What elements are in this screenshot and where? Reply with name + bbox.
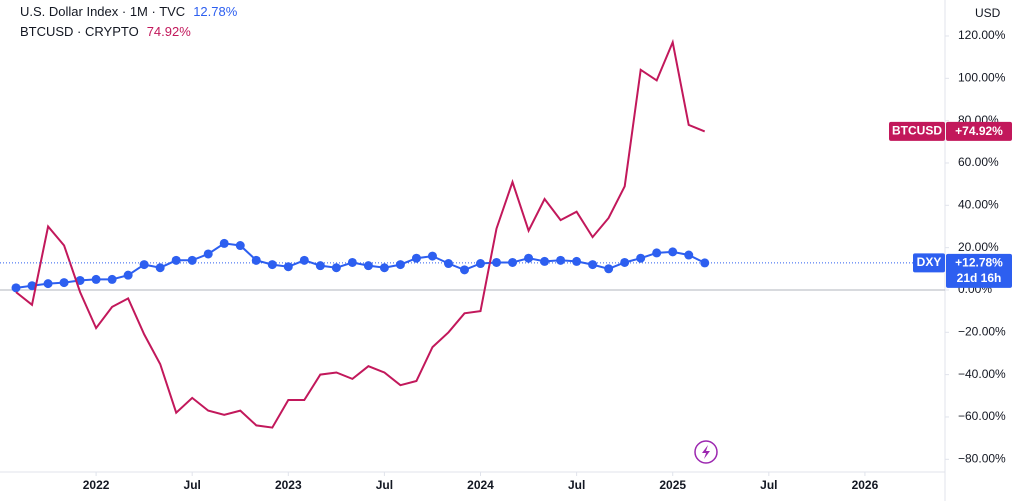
legend-name[interactable]: BTCUSD · CRYPTO xyxy=(20,24,139,39)
series-marker xyxy=(43,279,53,289)
legend-value: 74.92% xyxy=(147,24,192,39)
series-marker xyxy=(540,256,550,266)
series-line xyxy=(15,242,706,289)
tag-value: +74.92% xyxy=(955,124,1003,138)
legend-name[interactable]: U.S. Dollar Index · 1M · TVC xyxy=(20,4,185,19)
series-marker xyxy=(443,259,453,269)
series-marker xyxy=(299,255,309,265)
series-marker xyxy=(459,265,469,275)
series-marker xyxy=(556,255,566,265)
tag-value-bg xyxy=(946,253,1012,288)
series-marker xyxy=(187,255,197,265)
series-marker xyxy=(203,249,213,259)
series-marker xyxy=(283,262,293,272)
lightning-button[interactable] xyxy=(694,440,718,464)
x-tick-label: 2023 xyxy=(275,478,302,492)
series-marker xyxy=(123,270,133,280)
series-marker xyxy=(411,253,421,263)
series-marker xyxy=(604,264,614,274)
series-marker xyxy=(363,261,373,271)
tag-countdown: 21d 16h xyxy=(957,271,1002,285)
series-marker xyxy=(235,241,245,251)
y-tick-label: 40.00% xyxy=(958,197,999,211)
series-marker xyxy=(524,253,534,263)
tag-symbol-bg xyxy=(889,121,945,141)
series-marker xyxy=(251,255,261,265)
y-tick-label: −40.00% xyxy=(958,367,1006,381)
price-tag[interactable]: BTCUSD +74.92% xyxy=(889,121,1012,141)
series-marker xyxy=(331,263,341,273)
y-tick-label: −80.00% xyxy=(958,451,1006,465)
series-marker xyxy=(219,238,229,248)
legend-row: BTCUSD · CRYPTO 74.92% xyxy=(20,24,191,39)
series-marker xyxy=(427,251,437,261)
series-marker xyxy=(684,250,694,260)
series-marker xyxy=(315,261,325,271)
series-marker xyxy=(476,259,486,269)
series-marker xyxy=(27,281,37,291)
series-marker xyxy=(588,260,598,270)
tag-value-bg xyxy=(946,121,1012,141)
legend-row: U.S. Dollar Index · 1M · TVC 12.78% xyxy=(20,4,238,19)
tag-symbol: BTCUSD xyxy=(892,124,942,138)
series-marker xyxy=(700,258,710,268)
tag-value: +12.78% xyxy=(955,256,1003,270)
series-marker xyxy=(395,260,405,270)
series-marker xyxy=(636,253,646,263)
currency-label[interactable]: USD xyxy=(975,6,1001,20)
series-marker xyxy=(91,274,101,284)
y-tick-label: −60.00% xyxy=(958,409,1006,423)
x-tick-label: Jul xyxy=(376,478,393,492)
y-tick-label: 20.00% xyxy=(958,240,999,254)
y-tick-label: −20.00% xyxy=(958,324,1006,338)
legend-value: 12.78% xyxy=(193,4,238,19)
series-marker xyxy=(155,263,165,273)
series-line xyxy=(15,38,706,429)
series-marker xyxy=(107,274,117,284)
y-tick-label: 60.00% xyxy=(958,155,999,169)
series-marker xyxy=(11,283,21,293)
x-tick-label: Jul xyxy=(760,478,777,492)
x-tick-label: 2022 xyxy=(83,478,110,492)
y-tick-label: 120.00% xyxy=(958,28,1006,42)
price-tag[interactable]: DXY +12.78%21d 16h xyxy=(913,253,1012,288)
series-marker xyxy=(171,255,181,265)
series-marker xyxy=(572,256,582,266)
series-marker xyxy=(347,257,357,267)
series-marker xyxy=(492,257,502,267)
series-marker xyxy=(668,247,678,257)
x-tick-label: 2024 xyxy=(467,478,494,492)
series-marker xyxy=(59,278,69,288)
x-tick-label: Jul xyxy=(184,478,201,492)
tag-symbol: DXY xyxy=(917,255,942,269)
series-marker xyxy=(267,260,277,270)
x-tick-label: 2025 xyxy=(659,478,686,492)
series-marker xyxy=(379,263,389,273)
series-marker xyxy=(652,248,662,258)
x-tick-label: 2026 xyxy=(852,478,879,492)
series-marker xyxy=(139,260,149,270)
y-tick-label: 100.00% xyxy=(958,70,1006,84)
series-marker xyxy=(508,257,518,267)
tag-symbol-bg xyxy=(913,253,945,273)
x-tick-label: Jul xyxy=(568,478,585,492)
